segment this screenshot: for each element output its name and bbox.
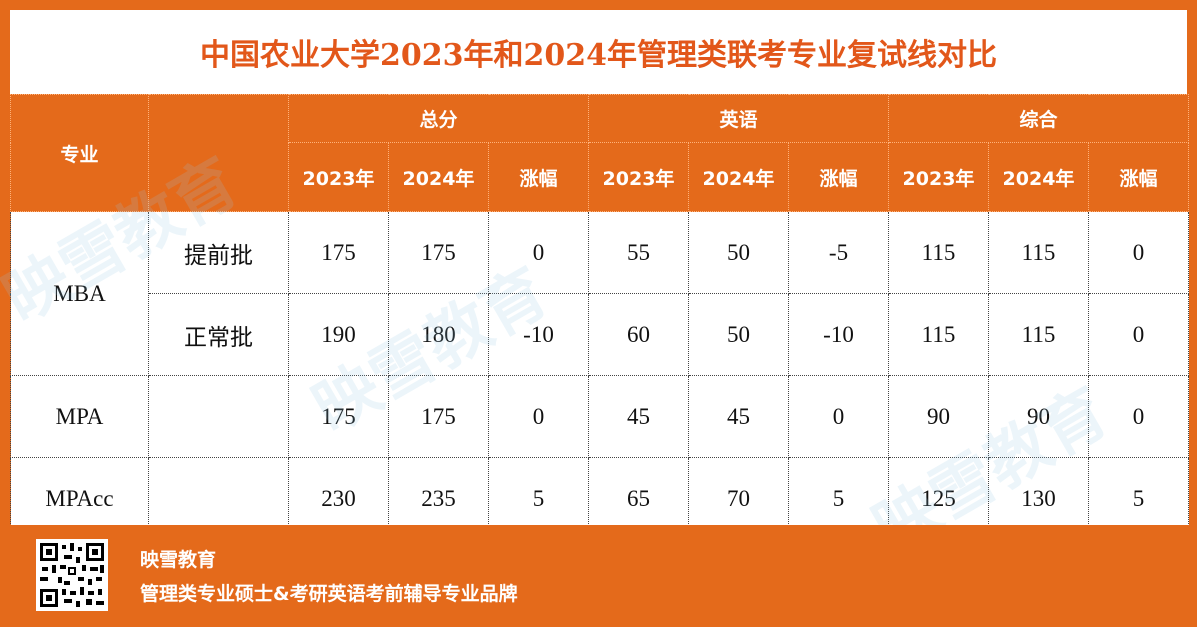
cell-batch: 提前批 [148,211,289,294]
cell-comp-2024: 115 [988,293,1089,376]
cell-total-2023: 190 [288,293,389,376]
cell-batch: 正常批 [148,293,289,376]
cell-english-2024: 50 [688,293,789,376]
header-group-english: 英语 [588,94,889,143]
cell-total-2023: 175 [288,211,389,294]
header-english-2024: 2024年 [688,142,789,212]
cell-english-2024: 45 [688,375,789,458]
qr-code-icon[interactable] [36,539,108,611]
header-comp-2024: 2024年 [988,142,1089,212]
footer: 映雪教育 管理类专业硕士&考研英语考前辅导专业品牌 [0,525,1197,627]
header-comp-change: 涨幅 [1088,142,1189,212]
cell-total-2024: 175 [388,211,489,294]
cell-batch [148,375,289,458]
cell-total-2024: 175 [388,375,489,458]
cell-comp-2024: 115 [988,211,1089,294]
cell-comp-change: 0 [1088,211,1189,294]
cell-english-2023: 60 [588,293,689,376]
cell-major: MPA [10,375,149,458]
header-batch [148,94,289,212]
score-table: 专业 总分 英语 综合 2023年 2024年 涨幅 2023年 2024年 涨… [10,94,1189,540]
footer-brand: 映雪教育 [140,549,217,571]
cell-english-2023: 55 [588,211,689,294]
header-english-change: 涨幅 [788,142,889,212]
page-title: 中国农业大学2023年和2024年管理类联考专业复试线对比 [200,38,997,73]
header-comp-2023: 2023年 [888,142,989,212]
title-bar: 中国农业大学2023年和2024年管理类联考专业复试线对比 [10,10,1187,94]
cell-total-2023: 175 [288,375,389,458]
cell-english-change: -10 [788,293,889,376]
header-total-2023: 2023年 [288,142,389,212]
cell-comp-2024: 90 [988,375,1089,458]
table-row: MPA 175 175 0 45 45 0 90 90 0 [10,375,1189,458]
footer-slogan: 管理类专业硕士&考研英语考前辅导专业品牌 [140,583,518,605]
header-english-2023: 2023年 [588,142,689,212]
cell-english-change: 0 [788,375,889,458]
header-total-change: 涨幅 [488,142,589,212]
cell-comp-2023: 115 [888,211,989,294]
cell-major: MBA [10,211,149,376]
header-total-2024: 2024年 [388,142,489,212]
cell-total-change: 0 [488,375,589,458]
cell-comp-change: 0 [1088,293,1189,376]
cell-total-2024: 180 [388,293,489,376]
cell-total-change: -10 [488,293,589,376]
cell-total-change: 0 [488,211,589,294]
cell-english-change: -5 [788,211,889,294]
header-group-total: 总分 [288,94,589,143]
cell-comp-2023: 90 [888,375,989,458]
table-row: 正常批 190 180 -10 60 50 -10 115 115 0 [11,293,1189,376]
header-group-comprehensive: 综合 [888,94,1189,143]
header-major: 专业 [10,94,149,212]
cell-comp-2023: 115 [888,293,989,376]
cell-english-2024: 50 [688,211,789,294]
table-row: MBA 提前批 175 175 0 55 50 -5 115 115 0 [10,211,1189,376]
cell-english-2023: 45 [588,375,689,458]
cell-comp-change: 0 [1088,375,1189,458]
